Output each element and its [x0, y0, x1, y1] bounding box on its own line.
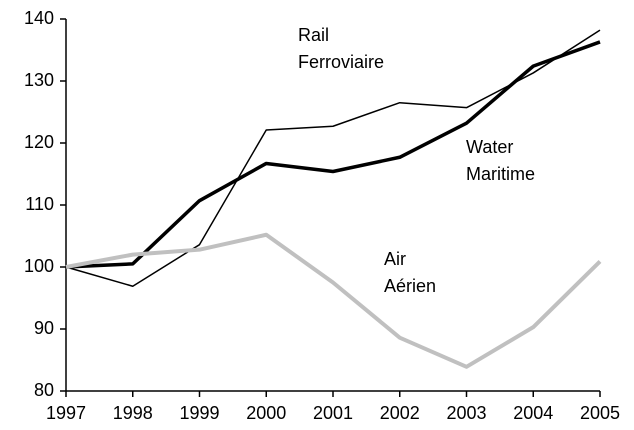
x-tick-label: 1998	[113, 403, 153, 423]
x-tick-label: 1997	[46, 403, 86, 423]
x-tick-label: 2001	[313, 403, 353, 423]
y-tick-label: 80	[34, 380, 54, 400]
y-tick-label: 120	[24, 132, 54, 152]
y-tick-label: 110	[25, 194, 54, 214]
x-tick-label: 1999	[179, 403, 219, 423]
y-tick-label: 100	[24, 256, 54, 276]
x-tick-label: 2004	[513, 403, 553, 423]
y-tick-label: 140	[24, 8, 54, 28]
series-label: Aérien	[384, 276, 436, 296]
series-line	[65, 232, 602, 369]
x-tick-label: 2003	[446, 403, 486, 423]
series-label: Air	[384, 249, 406, 269]
series-label: Ferroviaire	[298, 52, 384, 72]
y-tick-label: 90	[34, 318, 54, 338]
series-label: Water	[466, 137, 513, 157]
x-tick-label: 2005	[580, 403, 620, 423]
y-tick-label: 130	[24, 70, 54, 90]
series-line	[65, 40, 601, 269]
series-label: Maritime	[466, 164, 535, 184]
x-tick-label: 2002	[380, 403, 420, 423]
x-tick-label: 2000	[246, 403, 286, 423]
series-label: Rail	[298, 25, 329, 45]
